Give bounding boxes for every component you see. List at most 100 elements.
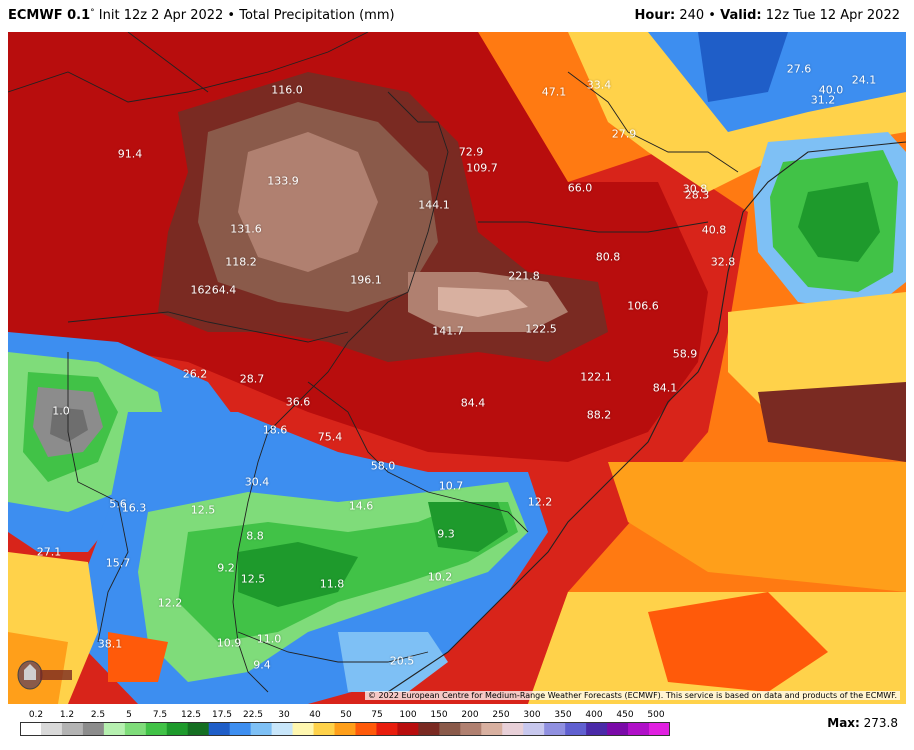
legend-swatch — [187, 722, 210, 736]
legend-swatch — [355, 722, 377, 736]
precip-value: 40.8 — [701, 223, 727, 237]
precip-value: 84.4 — [460, 396, 486, 410]
legend-swatch — [292, 722, 315, 736]
legend-swatch — [418, 722, 440, 736]
precip-value: 30.8 — [682, 182, 708, 196]
legend-swatch — [145, 722, 168, 736]
precip-value: 221.8 — [508, 269, 540, 283]
precip-value: 28.3 — [684, 188, 710, 202]
precip-value: 24.1 — [851, 73, 877, 87]
precip-value: 58.9 — [672, 347, 698, 361]
legend-tick: 17.5 — [211, 710, 233, 720]
legend-tick: 5 — [126, 710, 132, 720]
precip-value: 12.2 — [157, 596, 183, 610]
precip-value: 10.7 — [438, 479, 464, 493]
precip-value: 12.2 — [527, 495, 553, 509]
legend-swatch — [544, 722, 566, 736]
legend-swatch — [229, 722, 252, 736]
legend-tick: 50 — [340, 710, 352, 720]
precip-value: 64.4 — [211, 283, 237, 297]
legend-tick: 300 — [523, 710, 541, 720]
precip-value: 122.5 — [525, 322, 557, 336]
weatherbell-logo — [17, 660, 72, 690]
precip-value: 80.8 — [595, 250, 621, 264]
legend-swatch — [271, 722, 294, 736]
precip-value: 16.3 — [121, 501, 147, 515]
precip-value: 26.2 — [182, 367, 208, 381]
legend-swatch — [103, 722, 126, 736]
legend-tick: 250 — [492, 710, 510, 720]
precip-value: 32.8 — [710, 255, 736, 269]
precip-value: 30.4 — [244, 475, 270, 489]
max-value: 273.8 — [859, 716, 898, 730]
precip-value: 116.0 — [271, 83, 303, 97]
precip-value: 38.1 — [97, 637, 123, 651]
legend-swatch — [250, 722, 273, 736]
legend-swatch — [20, 722, 42, 736]
precip-value: 88.2 — [586, 408, 612, 422]
precip-value: 84.1 — [652, 381, 678, 395]
map-title: ECMWF 0.1° Init 12z 2 Apr 2022 • Total P… — [8, 8, 395, 23]
legend-swatch — [124, 722, 147, 736]
legend-border — [20, 722, 670, 736]
legend-tick: 0.2 — [28, 710, 44, 720]
precip-value: 118.2 — [225, 255, 257, 269]
precip-value: 1.0 — [52, 404, 70, 418]
precip-value: 18.6 — [262, 423, 288, 437]
precip-value: 36.6 — [285, 395, 311, 409]
legend-swatch — [607, 722, 629, 736]
legend-tick: 450 — [616, 710, 634, 720]
precip-value: 75.4 — [317, 430, 343, 444]
init-info: Init 12z 2 Apr 2022 • Total Precipitatio… — [94, 8, 395, 23]
precip-value: 10.2 — [427, 570, 453, 584]
legend-tick: 350 — [554, 710, 572, 720]
legend-swatch — [40, 722, 63, 736]
precip-value: 91.4 — [117, 147, 143, 161]
max-value-label: Max: 273.8 — [827, 716, 898, 730]
precip-value: 27.9 — [611, 127, 637, 141]
precip-value: 133.9 — [267, 174, 299, 188]
legend-tick: 40 — [309, 710, 321, 720]
precip-value: 141.7 — [432, 324, 464, 338]
precip-value: 14.6 — [348, 499, 374, 513]
legend-swatch — [334, 722, 356, 736]
precip-value: 66.0 — [567, 181, 593, 195]
precip-value: 106.6 — [627, 299, 659, 313]
header: ECMWF 0.1° Init 12z 2 Apr 2022 • Total P… — [0, 0, 914, 32]
valid-value: 12z Tue 12 Apr 2022 — [761, 8, 900, 23]
precip-value: 8.8 — [246, 529, 264, 543]
legend-swatch — [523, 722, 545, 736]
legend-swatch — [628, 722, 650, 736]
valid-label: Valid: — [720, 8, 762, 23]
precip-value: 47.1 — [541, 85, 567, 99]
legend-tick: 12.5 — [180, 710, 202, 720]
legend-swatch — [481, 722, 503, 736]
legend-tick-labels: 0.2 1.2 2.5 5 7.5 12.5 17.5 22.5 30 40 5… — [20, 710, 670, 722]
precip-value: 58.0 — [370, 459, 396, 473]
legend-swatch — [565, 722, 587, 736]
precip-value: 11.8 — [319, 577, 345, 591]
precip-value: 15.7 — [105, 556, 131, 570]
precip-value: 11.0 — [256, 632, 282, 646]
valid-time: Hour: 240 • Valid: 12z Tue 12 Apr 2022 — [635, 8, 900, 23]
precip-value: 9.3 — [437, 527, 455, 541]
precip-value: 9.2 — [217, 561, 235, 575]
precip-value: 40.0 — [818, 83, 844, 97]
legend-tick: 1.2 — [59, 710, 75, 720]
legend-swatch — [460, 722, 482, 736]
degree-mark: ° — [90, 8, 95, 18]
legend-swatch — [397, 722, 419, 736]
legend-swatch — [208, 722, 231, 736]
color-legend-bar — [20, 722, 670, 736]
legend-tick: 2.5 — [90, 710, 106, 720]
precip-value: 122.1 — [580, 370, 612, 384]
legend-swatch — [586, 722, 608, 736]
legend-tick: 200 — [461, 710, 479, 720]
legend-tick: 22.5 — [242, 710, 264, 720]
precip-value: 28.7 — [239, 372, 265, 386]
legend-swatch — [502, 722, 524, 736]
precipitation-map: 116.0 91.4 133.9 131.6 118.2 162 64.4 19… — [8, 32, 906, 704]
precip-value: 10.9 — [216, 636, 242, 650]
precip-value: 33.4 — [586, 78, 612, 92]
precip-value: 109.7 — [466, 161, 498, 175]
